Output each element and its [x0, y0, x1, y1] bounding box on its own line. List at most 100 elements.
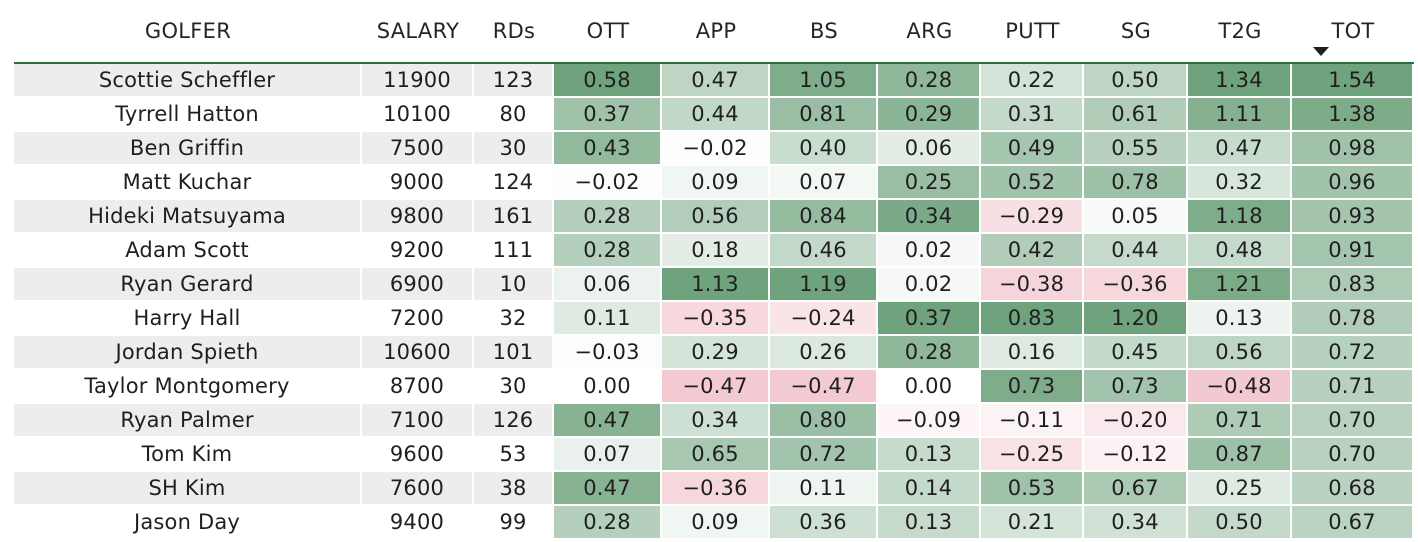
cell-ott: 0.28: [554, 200, 662, 234]
cell-arg: 0.25: [878, 166, 981, 200]
cell-putt: 0.21: [981, 506, 1084, 540]
table-row[interactable]: Jordan Spieth 10600 101 −0.03 0.29 0.26 0.28 0.…: [14, 336, 1414, 370]
cell-bs: −0.47: [770, 370, 878, 404]
table-row[interactable]: SH Kim 7600 38 0.47 −0.36 0.11 0.14 0.53 0.67 0.2…: [14, 472, 1414, 506]
cell-app: 0.18: [662, 234, 770, 268]
cell-putt: −0.38: [981, 268, 1084, 302]
cell-t2g: 0.13: [1188, 302, 1292, 336]
cell-salary: 7500: [362, 132, 474, 166]
cell-golfer: Tyrrell Hatton: [14, 98, 362, 132]
cell-tot: 0.91: [1292, 234, 1414, 268]
cell-app: −0.47: [662, 370, 770, 404]
table-row[interactable]: Harry Hall 7200 32 0.11 −0.35 −0.24 0.37 0.83 1.…: [14, 302, 1414, 336]
column-header-label: TOT: [1331, 19, 1375, 43]
cell-bs: 1.05: [770, 64, 878, 98]
cell-rds: 126: [474, 404, 554, 438]
cell-sg: −0.12: [1084, 438, 1188, 472]
column-header-label: GOLFER: [144, 19, 232, 43]
column-header-golfer[interactable]: GOLFER: [14, 0, 362, 64]
cell-rds: 124: [474, 166, 554, 200]
cell-rds: 161: [474, 200, 554, 234]
column-header-label: PUTT: [1005, 19, 1060, 43]
table-row[interactable]: Hideki Matsuyama 9800 161 0.28 0.56 0.84 0.34−…: [14, 200, 1414, 234]
cell-bs: 0.40: [770, 132, 878, 166]
column-header-app[interactable]: APP: [662, 0, 770, 64]
cell-t2g: 0.87: [1188, 438, 1292, 472]
cell-putt: −0.11: [981, 404, 1084, 438]
cell-salary: 9000: [362, 166, 474, 200]
cell-app: −0.02: [662, 132, 770, 166]
column-header-tot[interactable]: TOT: [1292, 0, 1414, 64]
column-header-arg[interactable]: ARG: [878, 0, 981, 64]
cell-ott: 0.28: [554, 506, 662, 540]
cell-tot: 1.38: [1292, 98, 1414, 132]
table-row[interactable]: Taylor Montgomery 8700 30 0.00 −0.47 −0.47 0.0…: [14, 370, 1414, 404]
cell-sg: 0.73: [1084, 370, 1188, 404]
cell-ott: 0.43: [554, 132, 662, 166]
cell-bs: 0.36: [770, 506, 878, 540]
cell-t2g: 0.47: [1188, 132, 1292, 166]
cell-sg: 1.20: [1084, 302, 1188, 336]
cell-arg: 0.13: [878, 506, 981, 540]
cell-ott: 0.28: [554, 234, 662, 268]
cell-sg: 0.50: [1084, 64, 1188, 98]
cell-arg: 0.06: [878, 132, 981, 166]
column-header-label: SG: [1120, 19, 1152, 43]
cell-ott: 0.06: [554, 268, 662, 302]
table-row[interactable]: Tom Kim 9600 53 0.07 0.65 0.72 0.13 −0.25 −0.12 0…: [14, 438, 1414, 472]
cell-salary: 9600: [362, 438, 474, 472]
cell-ott: −0.03: [554, 336, 662, 370]
cell-ott: 0.37: [554, 98, 662, 132]
table-row[interactable]: Ryan Gerard 6900 10 0.06 1.13 1.19 0.02 −0.38 −0…: [14, 268, 1414, 302]
cell-app: 1.13: [662, 268, 770, 302]
table-row[interactable]: Ryan Palmer 7100 126 0.47 0.34 0.80 −0.09 −0.11…: [14, 404, 1414, 438]
column-header-label: RDs: [492, 19, 536, 43]
cell-ott: 0.47: [554, 472, 662, 506]
cell-arg: 0.13: [878, 438, 981, 472]
column-header-bs[interactable]: BS: [770, 0, 878, 64]
cell-tot: 0.96: [1292, 166, 1414, 200]
column-header-salary[interactable]: SALARY: [362, 0, 474, 64]
cell-golfer: Jason Day: [14, 506, 362, 540]
cell-tot: 0.70: [1292, 404, 1414, 438]
cell-app: 0.09: [662, 166, 770, 200]
column-header-putt[interactable]: PUTT: [981, 0, 1084, 64]
cell-golfer: Ryan Palmer: [14, 404, 362, 438]
cell-bs: 0.07: [770, 166, 878, 200]
table-row[interactable]: Scottie Scheffler 11900 123 0.58 0.47 1.05 0.2…: [14, 64, 1414, 98]
table-row[interactable]: Adam Scott 9200 111 0.28 0.18 0.46 0.02 0.42 0.4…: [14, 234, 1414, 268]
cell-salary: 7600: [362, 472, 474, 506]
cell-t2g: 1.34: [1188, 64, 1292, 98]
column-header-t2g[interactable]: T2G: [1188, 0, 1292, 64]
table-row[interactable]: Matt Kuchar 9000 124 −0.02 0.09 0.07 0.25 0.52 0…: [14, 166, 1414, 200]
cell-sg: 0.55: [1084, 132, 1188, 166]
cell-arg: 0.00: [878, 370, 981, 404]
table-row[interactable]: Ben Griffin 7500 30 0.43 −0.02 0.40 0.06 0.49 0.…: [14, 132, 1414, 166]
golfer-stats-table-container: GOLFER SALARY RDs OTT APP BS ARG PUTT SG…: [14, 0, 1414, 540]
cell-putt: 0.49: [981, 132, 1084, 166]
cell-golfer: Jordan Spieth: [14, 336, 362, 370]
cell-salary: 7200: [362, 302, 474, 336]
cell-app: 0.44: [662, 98, 770, 132]
cell-tot: 0.72: [1292, 336, 1414, 370]
column-header-sg[interactable]: SG: [1084, 0, 1188, 64]
cell-bs: 0.84: [770, 200, 878, 234]
table-row[interactable]: Tyrrell Hatton 10100 80 0.37 0.44 0.81 0.29 0.3…: [14, 98, 1414, 132]
cell-arg: 0.28: [878, 336, 981, 370]
cell-salary: 10600: [362, 336, 474, 370]
cell-tot: 0.78: [1292, 302, 1414, 336]
column-header-label: SALARY: [376, 19, 460, 43]
cell-t2g: 0.25: [1188, 472, 1292, 506]
cell-golfer: Hideki Matsuyama: [14, 200, 362, 234]
cell-golfer: Tom Kim: [14, 438, 362, 472]
table-row[interactable]: Jason Day 9400 99 0.28 0.09 0.36 0.13 0.21 0.34 0…: [14, 506, 1414, 540]
cell-tot: 1.54: [1292, 64, 1414, 98]
cell-putt: 0.16: [981, 336, 1084, 370]
column-header-ott[interactable]: OTT: [554, 0, 662, 64]
sort-descending-icon[interactable]: [1313, 47, 1329, 56]
column-header-rds[interactable]: RDs: [474, 0, 554, 64]
cell-tot: 0.98: [1292, 132, 1414, 166]
cell-arg: 0.34: [878, 200, 981, 234]
cell-sg: 0.45: [1084, 336, 1188, 370]
cell-golfer: SH Kim: [14, 472, 362, 506]
